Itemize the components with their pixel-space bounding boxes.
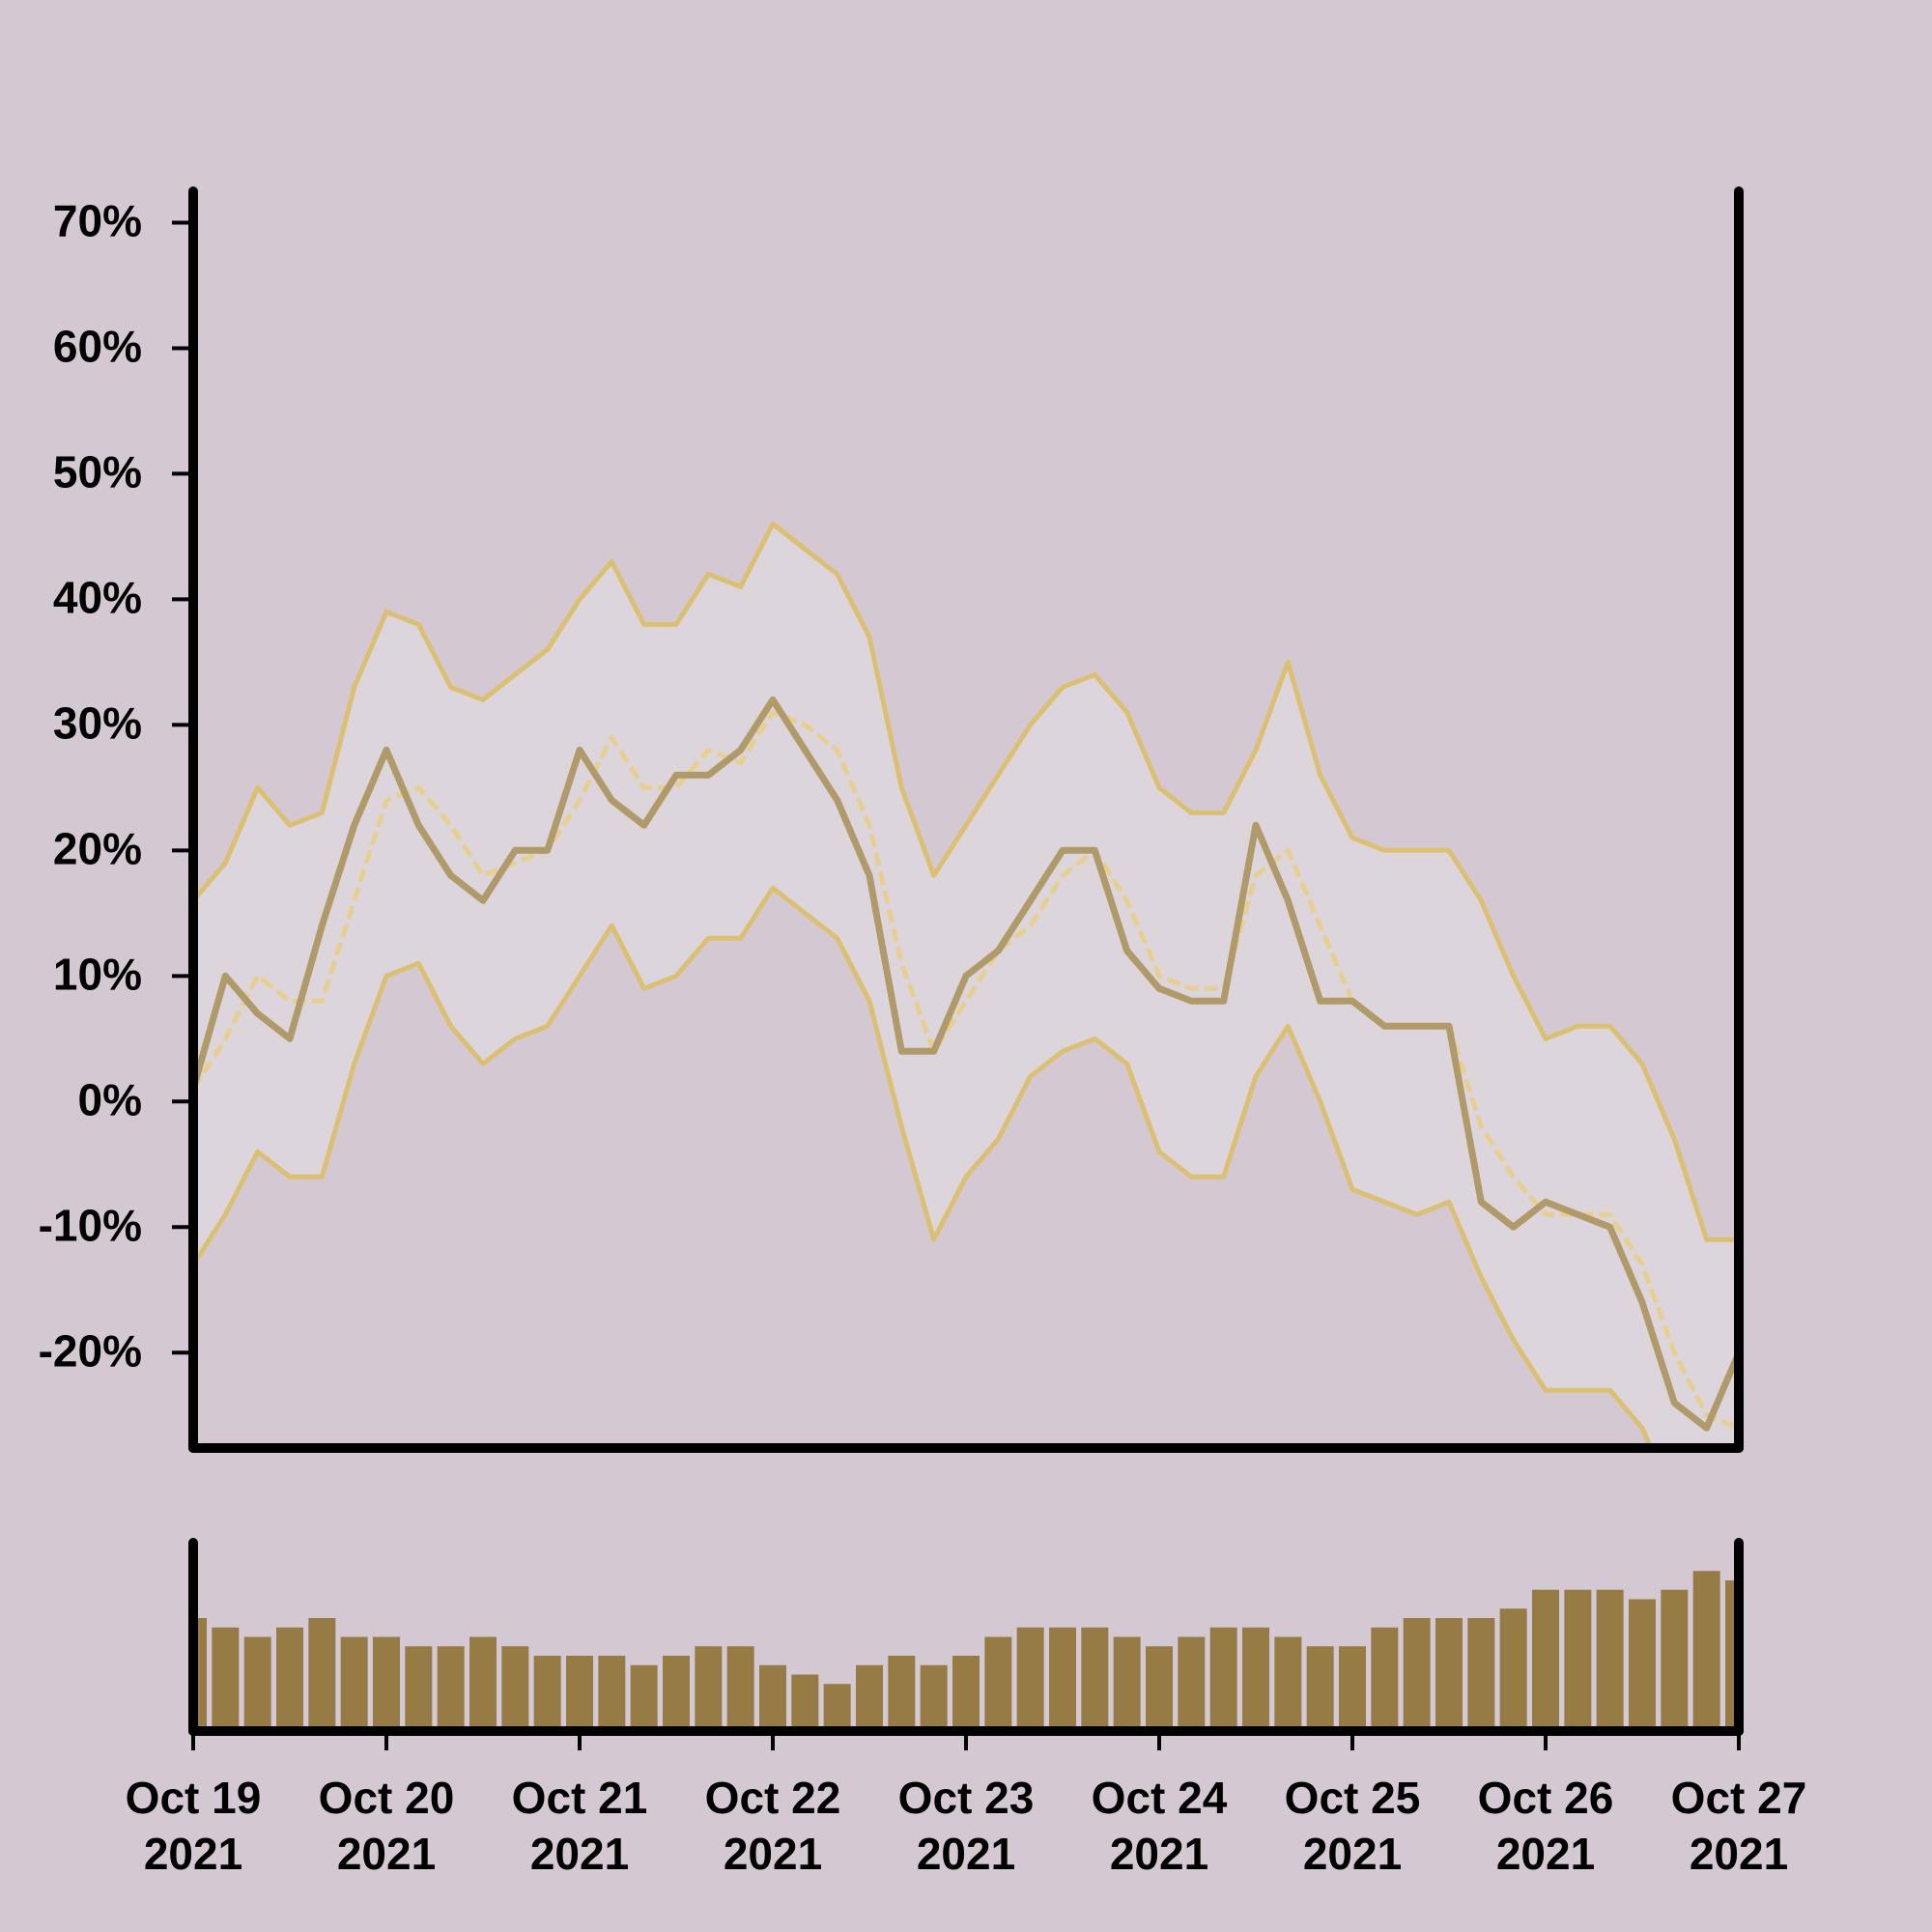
x-tick-label: Oct 22 2021 [705, 1773, 841, 1879]
volume-bar [1499, 1608, 1527, 1731]
volume-bar [437, 1646, 465, 1731]
y-tick-label: 0% [78, 1074, 142, 1124]
volume-bar [1596, 1589, 1624, 1731]
volume-bar [1467, 1618, 1495, 1731]
price-panel [193, 521, 1739, 1448]
volume-bar [823, 1684, 851, 1731]
y-tick-label: 40% [53, 573, 142, 623]
volume-bar [1339, 1646, 1366, 1731]
x-tick-label: Oct 20 2021 [319, 1773, 455, 1879]
volume-bar [759, 1664, 786, 1731]
volume-bar [566, 1656, 593, 1731]
x-tick-label: Oct 27 2021 [1671, 1773, 1807, 1879]
volume-bar [373, 1636, 400, 1731]
volume-bar [952, 1656, 980, 1731]
axes: -20% -10% 0% 10% 20% 30% 40% 50% 60% 70% Oct 19 202… [39, 186, 1807, 1879]
series-line [193, 696, 1739, 1432]
volume-panel [193, 1571, 1739, 1731]
y-tick-label: 10% [53, 949, 142, 999]
volume-bar [1049, 1627, 1076, 1731]
volume-bar [212, 1627, 240, 1731]
volume-bar [243, 1636, 271, 1731]
x-tick-label: Oct 23 2021 [898, 1773, 1035, 1879]
volume-bar [276, 1627, 303, 1731]
volume-bar [1113, 1636, 1141, 1731]
y-tick-label: -20% [39, 1325, 142, 1376]
band-lower [193, 885, 1654, 1448]
volume-bar [308, 1618, 336, 1731]
volume-bar [920, 1664, 948, 1731]
volume-bar [1661, 1589, 1689, 1731]
x-tick-label: Oct 26 2021 [1478, 1773, 1614, 1879]
y-tick-label: 60% [53, 322, 142, 372]
volume-bar [405, 1646, 433, 1731]
volume-bar [340, 1636, 368, 1731]
series-line [193, 709, 1739, 1431]
volume-bar [888, 1656, 916, 1731]
volume-bar [1629, 1599, 1656, 1731]
x-tick-label: Oct 19 2021 [126, 1773, 262, 1879]
volume-bar [1371, 1627, 1399, 1731]
volume-bar [1306, 1646, 1334, 1731]
band-upper [193, 521, 1739, 1242]
volume-bar [469, 1636, 497, 1731]
volume-bar [501, 1646, 529, 1731]
y-tick-label: 30% [53, 698, 142, 749]
volume-bar [791, 1674, 819, 1731]
volume-bar [630, 1664, 658, 1731]
x-tick-label: Oct 25 2021 [1285, 1773, 1421, 1879]
volume-bar [726, 1646, 754, 1731]
x-tick-label: Oct 24 2021 [1092, 1773, 1228, 1879]
volume-bar [1692, 1571, 1720, 1731]
volume-bar [1081, 1627, 1109, 1731]
volume-bar [984, 1636, 1012, 1731]
volume-bar [1242, 1627, 1269, 1731]
volume-bar [1146, 1646, 1173, 1731]
y-tick-label: -10% [39, 1200, 142, 1250]
x-tick-label: Oct 21 2021 [512, 1773, 648, 1879]
volume-bar [598, 1656, 626, 1731]
y-tick-label: 20% [53, 823, 142, 873]
volume-bar [1564, 1589, 1592, 1731]
volume-bar [1435, 1618, 1463, 1731]
volume-bar [856, 1664, 883, 1731]
volume-bar [1403, 1618, 1431, 1731]
volume-bar [1016, 1627, 1044, 1731]
y-tick-label: 50% [53, 447, 142, 497]
volume-bar [1178, 1636, 1206, 1731]
y-tick-label: 70% [53, 196, 142, 246]
volume-bar [1274, 1636, 1302, 1731]
volume-bar [1209, 1627, 1237, 1731]
volume-bar [533, 1656, 561, 1731]
volume-bar [663, 1656, 690, 1731]
volume-bar [1532, 1589, 1559, 1731]
volume-bar [695, 1646, 723, 1731]
